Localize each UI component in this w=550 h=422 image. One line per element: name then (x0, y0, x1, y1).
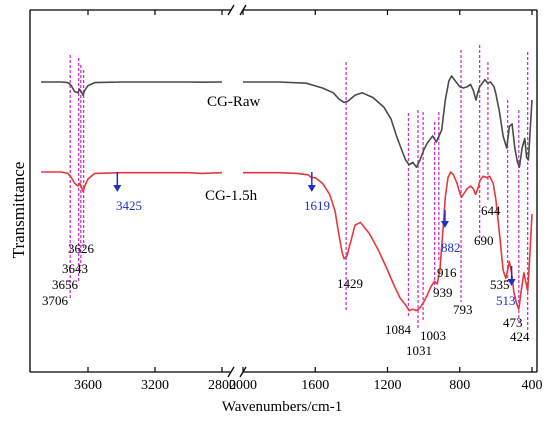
peak-label-1031: 1031 (406, 343, 432, 358)
peak-label-3706: 3706 (42, 293, 69, 308)
peak-label-1003: 1003 (420, 328, 446, 343)
peak-label-1619: 1619 (304, 198, 330, 213)
peak-arrow-1619 (307, 172, 316, 192)
peak-label-3656: 3656 (52, 277, 79, 292)
peak-label-3425: 3425 (116, 198, 142, 213)
peak-label-513: 513 (496, 293, 516, 308)
series-label-cg-raw: CG-Raw (207, 94, 260, 110)
peak-label-644: 644 (481, 203, 501, 218)
plot-frame (29, 4, 538, 378)
y-axis-title: Transmittance (9, 162, 28, 259)
x-tick-label-1600: 1600 (301, 378, 329, 393)
peak-arrow-513 (507, 266, 516, 286)
x-tick-label-3200: 3200 (141, 378, 169, 393)
peak-label-424: 424 (510, 329, 530, 344)
series-line-cg-1-5h (41, 171, 533, 312)
peak-label-1084: 1084 (385, 322, 412, 337)
series-line-cg-raw (41, 75, 533, 168)
peak-arrow-3425 (113, 172, 122, 192)
x-tick-label-3600: 3600 (74, 378, 102, 393)
peak-label-939: 939 (433, 285, 453, 300)
peak-label-1429: 1429 (337, 276, 363, 291)
peak-arrows (113, 172, 516, 286)
x-tick-label-1200: 1200 (374, 378, 402, 393)
x-tick-label-2800: 2800 (208, 378, 236, 393)
spectrum-curves (41, 75, 533, 312)
x-tick-label-2000: 2000 (229, 378, 257, 393)
peak-arrow-882 (440, 210, 449, 228)
peak-label-793: 793 (453, 302, 473, 317)
series-label-cg-1-5h: CG-1.5h (205, 188, 258, 204)
peak-label-916: 916 (437, 265, 457, 280)
x-axis-title: Wavenumbers/cm-1 (222, 399, 342, 415)
peak-label-3643: 3643 (62, 261, 88, 276)
peak-label-473: 473 (503, 315, 523, 330)
peak-label-535: 535 (490, 277, 510, 292)
peak-label-690: 690 (474, 233, 494, 248)
x-tick-label-800: 800 (449, 378, 470, 393)
x-tick-label-400: 400 (522, 378, 543, 393)
peak-label-882: 882 (441, 240, 461, 255)
peak-label-3626: 3626 (68, 241, 95, 256)
